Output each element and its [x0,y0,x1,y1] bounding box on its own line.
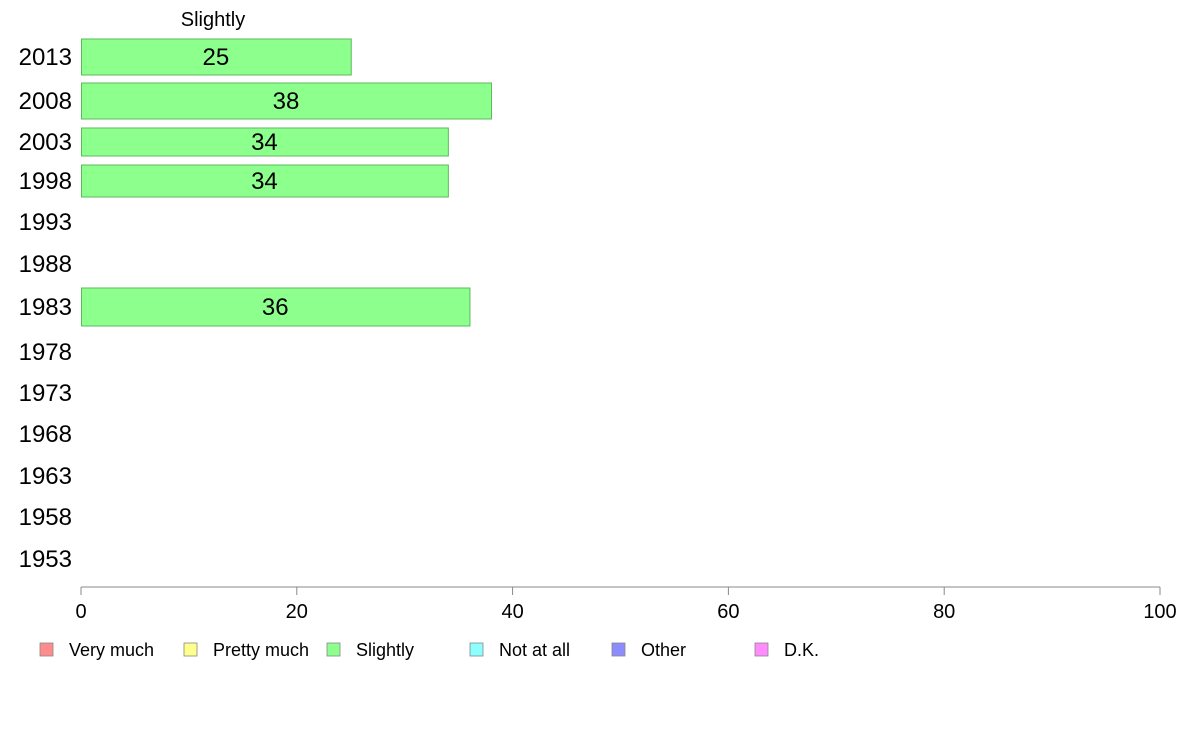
year-label-1993: 1993 [19,209,72,236]
year-label-1958: 1958 [19,504,72,531]
bars [81,38,493,327]
legend-swatch-other [611,642,626,657]
legend-label-very-much: Very much [69,640,154,660]
x-tick-label-60: 60 [717,601,739,623]
x-tick-label-0: 0 [75,601,86,623]
year-label-2008: 2008 [19,88,72,115]
x-tick-label-40: 40 [501,601,523,623]
x-tick-label-20: 20 [286,601,308,623]
legend-swatch-very-much [39,642,54,657]
bar-value-2008: 38 [273,88,300,115]
year-label-1973: 1973 [19,380,72,407]
legend-label-not-at-all: Not at all [499,640,570,660]
legend-swatch-d-k [754,642,769,657]
value-labels: 25 38 34 34 36 [203,44,300,321]
x-tick-label-80: 80 [933,601,955,623]
legend: Very much Pretty much Slightly Not at all Ot… [39,640,819,660]
year-label-1978: 1978 [19,339,72,366]
x-axis: 0 20 40 60 80 100 [75,586,1177,623]
bar-2008 [81,82,493,120]
bar-value-2013: 25 [203,44,230,71]
legend-label-other: Other [641,640,686,660]
year-label-1968: 1968 [19,421,72,448]
legend-swatch-pretty-much [183,642,198,657]
bar-1998 [81,164,449,198]
bar-value-2003: 34 [251,129,278,156]
legend-label-d-k: D.K. [784,640,819,660]
year-label-1983: 1983 [19,294,72,321]
year-labels: 2013 2008 2003 1998 1993 1988 1983 1978 1973 1968… [19,44,72,573]
bar-value-1998: 34 [251,168,278,195]
bar-2003 [81,127,449,157]
year-label-1998: 1998 [19,168,72,195]
legend-label-slightly: Slightly [356,640,414,660]
year-label-2013: 2013 [19,44,72,71]
bar-value-1983: 36 [262,294,289,321]
series-title: Slightly [181,9,245,31]
bar-1983 [81,287,471,327]
legend-swatch-slightly [326,642,341,657]
year-label-1953: 1953 [19,546,72,573]
year-label-1988: 1988 [19,251,72,278]
legend-swatch-not-at-all [469,642,484,657]
x-tick-label-100: 100 [1143,601,1176,623]
legend-label-pretty-much: Pretty much [213,640,309,660]
bar-2013 [81,38,352,76]
year-label-1963: 1963 [19,463,72,490]
year-label-2003: 2003 [19,129,72,156]
